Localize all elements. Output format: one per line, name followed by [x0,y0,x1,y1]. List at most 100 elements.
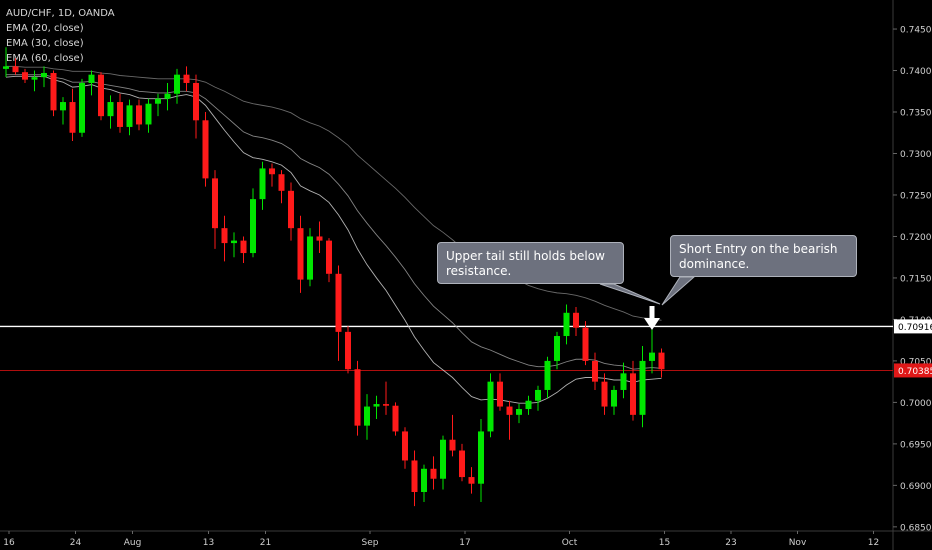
candle-body [402,431,408,461]
candle-body [12,66,19,73]
candle-body [620,373,627,390]
candle-body [3,66,9,69]
chart-legend: AUD/CHF, 1D, OANDA EMA (20, close) EMA (… [6,6,115,66]
candle-body [145,103,152,125]
current-price-label: 0.70385 [898,367,932,377]
candle-body [516,409,522,415]
candle-body [164,93,171,99]
candle-body [563,312,570,337]
candle-body [117,102,123,127]
candle-body [411,460,418,493]
callout-short-entry-pointer [661,276,696,306]
candle-body [345,331,351,370]
candle-body [88,74,95,83]
candle-body [554,336,560,361]
candle-body [60,102,66,111]
candle-body [487,381,494,432]
callout-short-entry: Short Entry on the bearish dominance. [670,235,857,277]
candle-body [468,477,475,484]
x-tick-label: 17 [459,538,470,548]
x-tick-label: 13 [203,538,214,548]
candle-body [630,373,636,415]
candle-body [373,404,380,407]
x-tick-label: 23 [725,538,736,548]
callout-upper-tail: Upper tail still holds below resistance. [437,242,624,284]
candle-body [639,360,646,415]
x-tick-label: Aug [124,538,142,548]
candle-body [174,74,180,94]
candle-body [278,174,285,191]
candle-body [221,228,228,244]
candle-body [307,236,313,280]
candle-body [658,352,665,370]
candle-body [107,102,114,117]
resistance-price-label: 0.70916 [898,323,932,333]
candle-body [240,240,247,254]
candle-body [297,228,304,280]
candle-body [544,360,551,390]
candle-body [136,105,142,125]
candle-body [449,439,456,451]
candle-body [535,389,541,401]
short-entry-arrow-icon [644,306,660,330]
x-tick-label: 24 [70,538,82,548]
candle-body [582,327,589,361]
x-tick-label: 12 [868,538,879,548]
candle-body [497,381,503,407]
candle-body [212,178,218,229]
legend-ema20: EMA (20, close) [6,23,84,34]
candle-body [126,105,133,127]
candle-body [383,404,389,406]
candle-body [421,468,427,493]
candle-body [155,98,161,104]
candle-body [288,190,294,229]
candle-body [22,72,28,80]
candle-body [440,439,446,479]
candle-body [430,468,437,479]
ema20-line [5,75,662,404]
candle-body [506,406,513,415]
candle-body [50,73,57,111]
candle-body [525,400,532,410]
candle-body [98,74,104,117]
candle-body [31,77,38,80]
x-tick-label: 15 [659,538,670,548]
candle-body [269,168,275,175]
candle-body [193,82,199,121]
legend-ema30: EMA (30, close) [6,38,84,49]
candle-body [326,240,332,274]
candle-body [649,352,655,361]
candle-body [259,168,266,200]
candle-body [79,82,85,133]
chart-title: AUD/CHF, 1D, OANDA [6,8,115,19]
candle-body [354,369,361,426]
ema60-line [6,65,662,321]
candle-body [183,74,190,83]
candle-body [459,450,465,478]
candle-body [335,273,342,332]
candle-body [392,405,399,432]
current-price-tag [894,363,932,378]
candle-body [478,431,484,484]
candle-body [573,312,579,328]
ema30-line [6,74,662,370]
candle-body [592,360,598,382]
candle-body [69,102,76,133]
candle-body [250,199,256,254]
candle-body [41,73,47,78]
candle-body [601,381,608,407]
y-tick-label: 0.68500 [900,523,932,533]
